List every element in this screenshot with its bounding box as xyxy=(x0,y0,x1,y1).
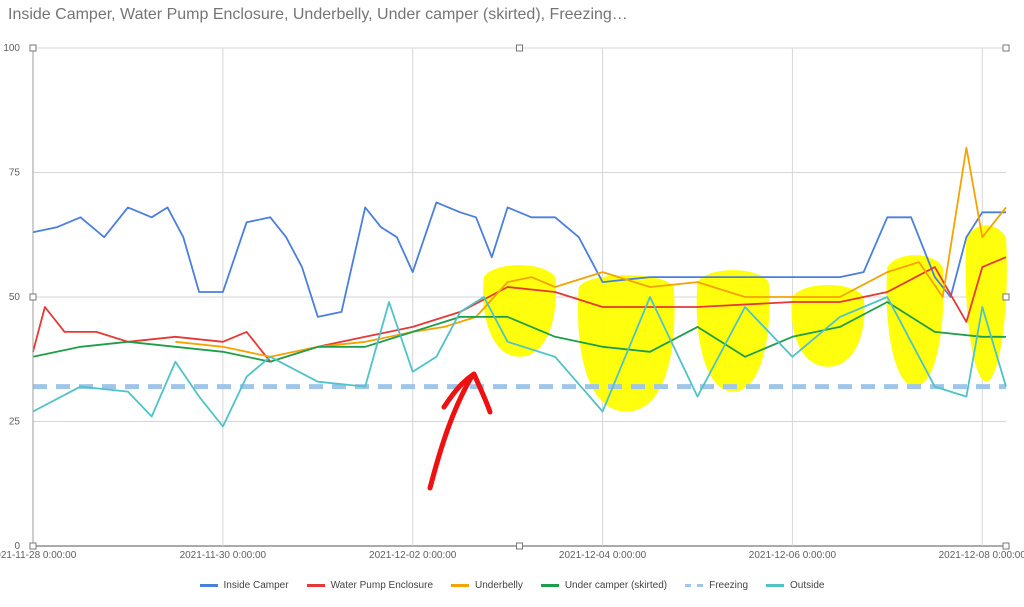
x-tick-label: 2021-12-08 0:00:00 xyxy=(939,550,1024,561)
series-under-camper-skirted-line xyxy=(32,301,1006,363)
yellow-highlight xyxy=(483,225,1007,412)
series-inside-camper-line xyxy=(32,201,1006,318)
x-tick-label: 2021-12-02 0:00:00 xyxy=(369,550,457,561)
legend-label: Inside Camper xyxy=(223,580,289,591)
highlight-blob xyxy=(578,275,675,412)
resize-handle[interactable] xyxy=(29,542,37,550)
legend-item: Underbelly xyxy=(451,580,523,591)
series-water-pump-enclosure-line xyxy=(32,256,1007,363)
legend: Inside Camper Water Pump Enclosure Underbe… xyxy=(0,580,1024,591)
y-tick-label: 25 xyxy=(9,417,21,428)
legend-item: Outside xyxy=(766,580,824,591)
legend-swatch xyxy=(685,584,704,587)
legend-item: Water Pump Enclosure xyxy=(306,580,434,591)
arrow-shaft xyxy=(427,373,475,491)
series-outside-line xyxy=(32,296,1007,428)
highlight-blob xyxy=(886,255,944,387)
legend-label: Outside xyxy=(790,580,825,591)
x-tick-label: 2021-11-30 0:00:00 xyxy=(180,550,267,561)
x-tick-label: 2021-11-28 0:00:00 xyxy=(0,550,77,561)
legend-label: Freezing xyxy=(709,580,748,591)
legend-label: Water Pump Enclosure xyxy=(330,580,434,591)
legend-swatch xyxy=(540,584,559,587)
series-lines xyxy=(32,146,1007,428)
resize-handle[interactable] xyxy=(1002,542,1010,550)
legend-swatch xyxy=(306,584,325,587)
resize-handle[interactable] xyxy=(516,44,523,52)
y-tick-label: 100 xyxy=(3,43,20,54)
legend-item: Freezing xyxy=(685,580,748,591)
arrow-head xyxy=(441,371,493,415)
selection-handles[interactable] xyxy=(29,44,1010,550)
legend-swatch xyxy=(451,584,470,587)
resize-handle[interactable] xyxy=(1002,293,1010,301)
legend-item: Inside Camper xyxy=(199,580,289,591)
x-tick-label: 2021-12-06 0:00:00 xyxy=(749,550,837,561)
resize-handle[interactable] xyxy=(516,542,523,550)
resize-handle[interactable] xyxy=(29,293,37,301)
y-tick-label: 50 xyxy=(9,292,21,303)
line-chart: 0 25 50 75 100 2021-11-28 0:00:00 2021-11-30 0… xyxy=(0,43,1024,561)
legend-label: Under camper (skirted) xyxy=(564,580,668,591)
resize-handle[interactable] xyxy=(29,44,37,52)
legend-item: Under camper (skirted) xyxy=(540,580,668,591)
legend-swatch xyxy=(766,584,784,587)
x-tick-label: 2021-12-04 0:00:00 xyxy=(559,550,647,561)
red-arrow-annotation xyxy=(427,371,493,491)
legend-label: Underbelly xyxy=(475,580,523,591)
series-underbelly-line xyxy=(175,146,1007,358)
resize-handle[interactable] xyxy=(1002,44,1010,52)
legend-swatch xyxy=(199,584,218,587)
chart-title: Inside Camper, Water Pump Enclosure, Und… xyxy=(8,6,628,23)
y-tick-label: 75 xyxy=(9,168,21,179)
y-tick-label: 0 xyxy=(14,541,20,552)
